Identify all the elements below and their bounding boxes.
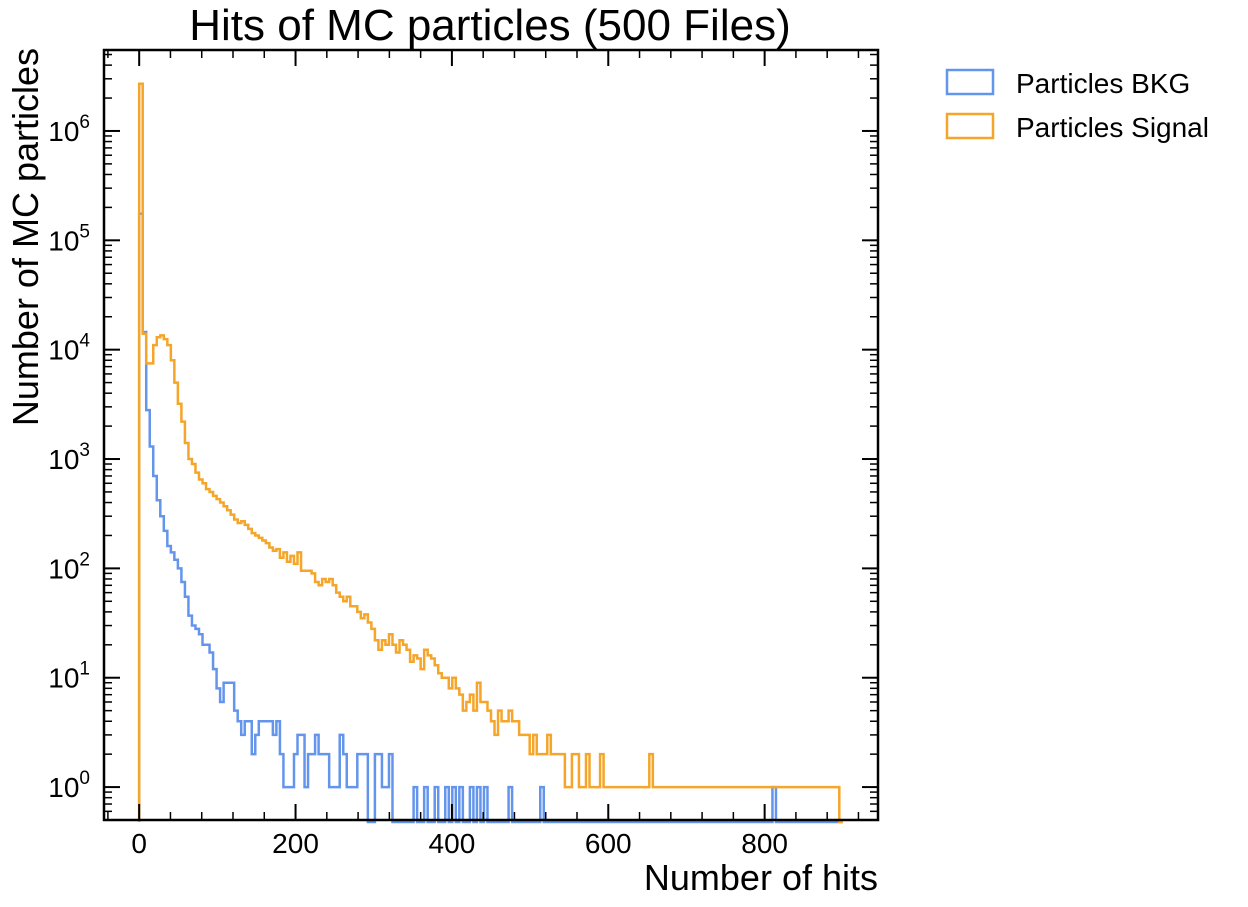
series-line-1 <box>137 82 843 824</box>
legend-swatch-0 <box>945 68 995 96</box>
y-tick-label: 102 <box>48 549 90 584</box>
x-tick-label: 400 <box>429 828 476 859</box>
y-tick-label: 105 <box>48 221 90 256</box>
legend-label-0: Particles BKG <box>1016 68 1190 99</box>
chart-title: Hits of MC particles (500 Files) <box>189 1 790 50</box>
x-tick-label: 200 <box>272 828 319 859</box>
x-axis-label: Number of hits <box>644 857 878 898</box>
x-tick-label: 600 <box>585 828 632 859</box>
legend-swatch-1 <box>945 112 995 140</box>
x-tick-label: 0 <box>131 828 147 859</box>
x-tick-label: 800 <box>741 828 788 859</box>
plot-frame <box>102 48 880 822</box>
plot-area: 0 200 400 600 800 100 101 102 103 104 105 106 <box>48 48 880 859</box>
legend: Particles BKG Particles Signal <box>945 68 1209 143</box>
y-tick-label: 104 <box>48 331 90 366</box>
legend-label-1: Particles Signal <box>1016 112 1209 143</box>
y-tick-label: 100 <box>48 768 90 803</box>
y-tick-label: 106 <box>48 112 90 147</box>
y-axis-label: Number of MC particles <box>5 48 46 426</box>
series-line-0 <box>137 212 843 824</box>
y-tick-label: 101 <box>48 659 90 694</box>
y-tick-label: 103 <box>48 440 90 475</box>
